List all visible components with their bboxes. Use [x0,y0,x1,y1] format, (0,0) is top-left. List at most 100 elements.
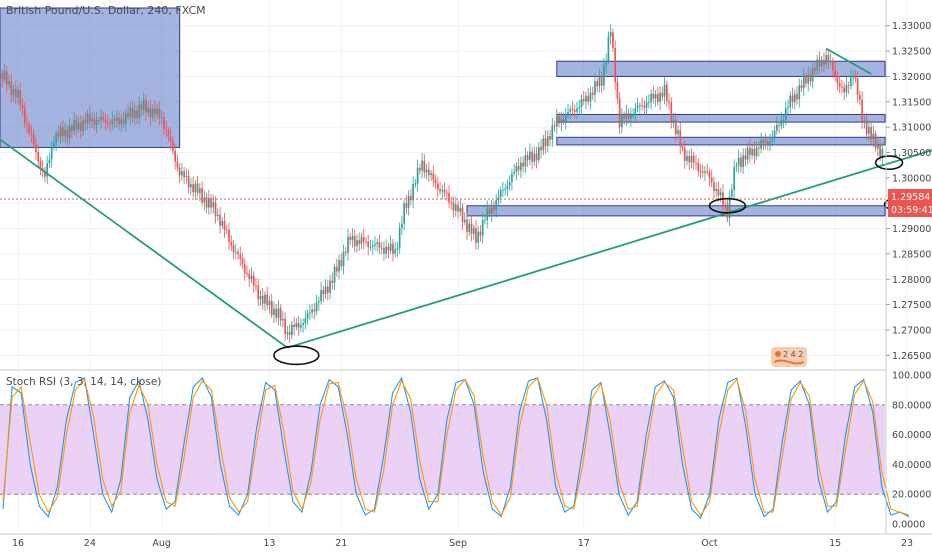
candle-body [502,189,504,191]
candle-body [252,275,255,286]
candle-body [194,183,197,193]
candle-body [535,153,538,161]
candle-body [598,76,601,86]
candle-body [291,324,293,336]
candle-body [286,332,289,334]
candle-body [621,115,623,128]
candle-body [733,167,736,190]
candle-body [585,95,587,102]
candle-body [97,119,100,121]
candle-body [481,220,484,236]
price-tick-label: 1.30000 [892,173,931,184]
candle-body [461,207,464,222]
candle-body [816,59,819,71]
candle-body [14,88,17,98]
candle-body [603,65,605,86]
candle-body [37,152,40,162]
candle-body [234,251,237,253]
candle-body [836,76,839,84]
candle-body [537,147,540,161]
candle-body [499,190,502,197]
candle-body [243,264,246,273]
candle-body [403,203,405,224]
candle-body [742,155,744,168]
trend-line [0,138,288,349]
candle-body [55,133,58,144]
candle-body [268,300,271,306]
candle-body [10,81,13,96]
candle-body [385,246,388,254]
candle-body [764,141,767,144]
time-tick-label: 24 [84,538,96,549]
candle-body [214,202,217,216]
time-tick-label: 13 [263,538,275,549]
candle-body [300,325,302,328]
candle-body [555,116,558,127]
candle-body [367,241,370,248]
candle-body [414,183,417,185]
candle-body [425,169,428,173]
candle-body [643,105,646,108]
price-zone-rect [556,60,886,77]
candle-body [488,208,491,214]
candle-body [106,122,109,124]
candle-body [190,184,192,188]
candle-body [791,95,794,103]
candle-body [841,86,843,88]
candle-body [266,294,269,306]
candle-body [396,248,399,250]
candle-body [564,113,567,122]
candle-body [86,114,89,124]
candle-body [329,280,331,293]
candle-body [282,318,284,321]
candle-body [872,133,875,140]
candle-body [127,112,129,117]
candle-body [760,140,762,149]
candle-body [881,148,884,157]
candle-body [553,125,556,127]
candle-body [239,254,242,259]
candle-body [205,197,208,208]
candle-body [450,202,453,204]
candle-body [230,242,233,246]
candle-body [490,207,493,214]
candle-body [852,76,854,78]
candle-body [203,197,206,203]
candle-body [708,172,711,178]
candle-body [118,117,120,125]
candle-body [746,147,749,160]
candle-body [167,130,170,137]
candle-body [138,104,141,118]
stoch-tick-label: 60.0000 [892,430,931,441]
candle-body [766,141,769,145]
candle-body [216,214,219,216]
candle-body [811,68,814,82]
candle-body [656,94,659,102]
candle-body [600,76,603,86]
candle-body [365,241,367,243]
candle-body [870,127,872,140]
candle-body [793,93,796,103]
candle-body [432,173,435,180]
candle-body [740,157,742,168]
candle-body [131,107,134,118]
candle-body [149,107,152,118]
candle-body [304,318,307,324]
candle-body [111,119,114,125]
stoch-band-fill [0,404,885,495]
candle-body [380,247,383,249]
candle-body [769,140,771,145]
time-tick-label: 16 [12,538,24,549]
candle-body [594,81,596,95]
candle-body [513,171,515,174]
candle-body [508,182,511,187]
candle-body [796,93,798,100]
candle-body [627,112,630,119]
drawing-layer [0,47,932,366]
tv-logo-wave [773,359,805,365]
trend-line [825,47,872,75]
candle-body [749,147,751,156]
tv-logo-dot [775,351,781,357]
candle-body [713,182,715,191]
